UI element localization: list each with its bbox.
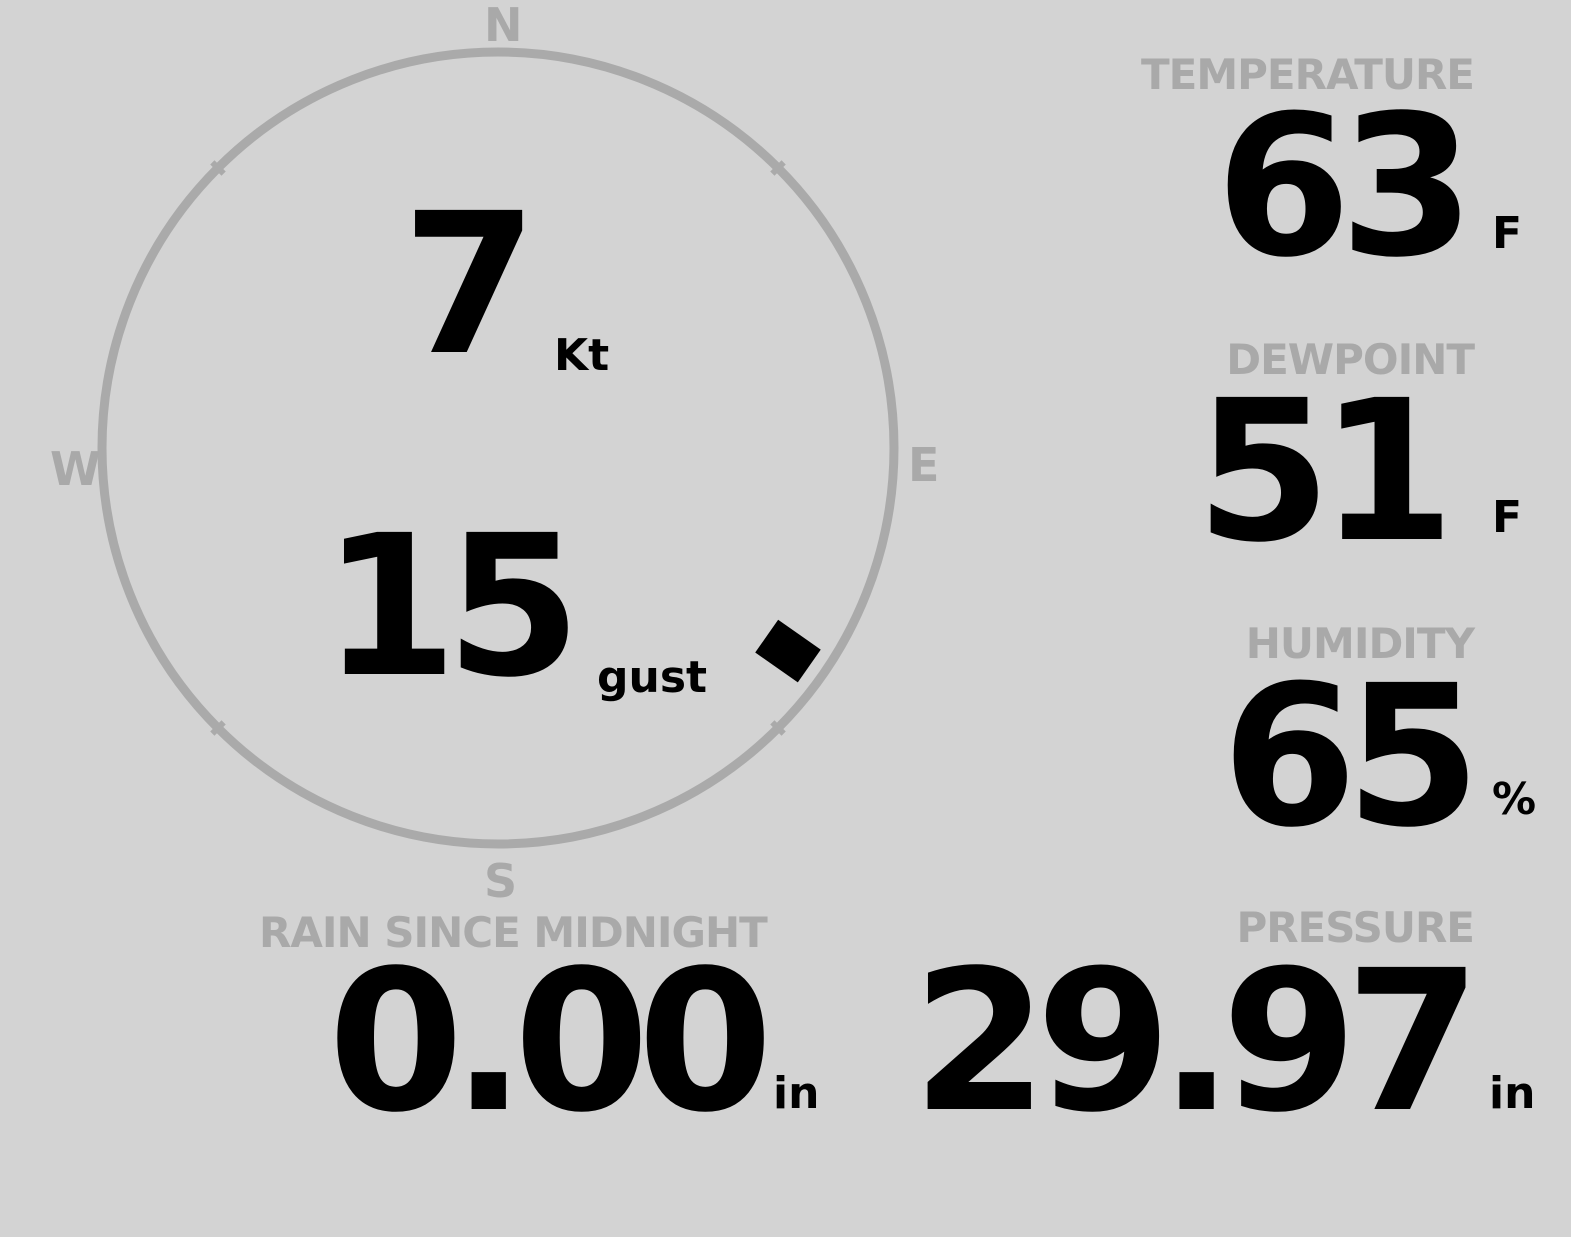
humidity-label: HUMIDITY: [1245, 619, 1475, 668]
pressure-value: 29.97: [912, 928, 1481, 1155]
compass-tick: [210, 720, 226, 736]
compass-ring: [97, 47, 899, 849]
dewpoint-value: 51: [1195, 358, 1455, 585]
compass-north: N: [484, 0, 523, 52]
compass-tick: [770, 160, 786, 176]
dewpoint-label: DEWPOINT: [1226, 335, 1475, 384]
dewpoint-unit: F: [1492, 492, 1523, 543]
wind-speed-value: 7: [402, 171, 538, 398]
pressure-unit: in: [1489, 1068, 1536, 1119]
humidity-value: 65: [1221, 643, 1481, 870]
temperature-unit: F: [1492, 208, 1523, 259]
wind-speed-unit: Kt: [554, 330, 610, 381]
rain-label: RAIN SINCE MIDNIGHT: [259, 908, 768, 957]
compass-south: S: [484, 854, 518, 908]
compass-tick: [210, 160, 226, 176]
humidity-unit: %: [1492, 774, 1537, 825]
wind-gust-value: 15: [322, 493, 581, 720]
compass-east: E: [908, 438, 940, 492]
compass-west: W: [50, 442, 101, 496]
rain-value: 0.00: [328, 928, 773, 1155]
temperature-label: TEMPERATURE: [1141, 50, 1475, 99]
rain-unit: in: [773, 1068, 820, 1119]
wind-direction-marker: [755, 619, 821, 683]
temperature-value: 63: [1215, 73, 1475, 300]
pressure-label: PRESSURE: [1236, 903, 1475, 952]
wind-gust-unit: gust: [597, 652, 708, 703]
compass-tick: [770, 720, 786, 736]
